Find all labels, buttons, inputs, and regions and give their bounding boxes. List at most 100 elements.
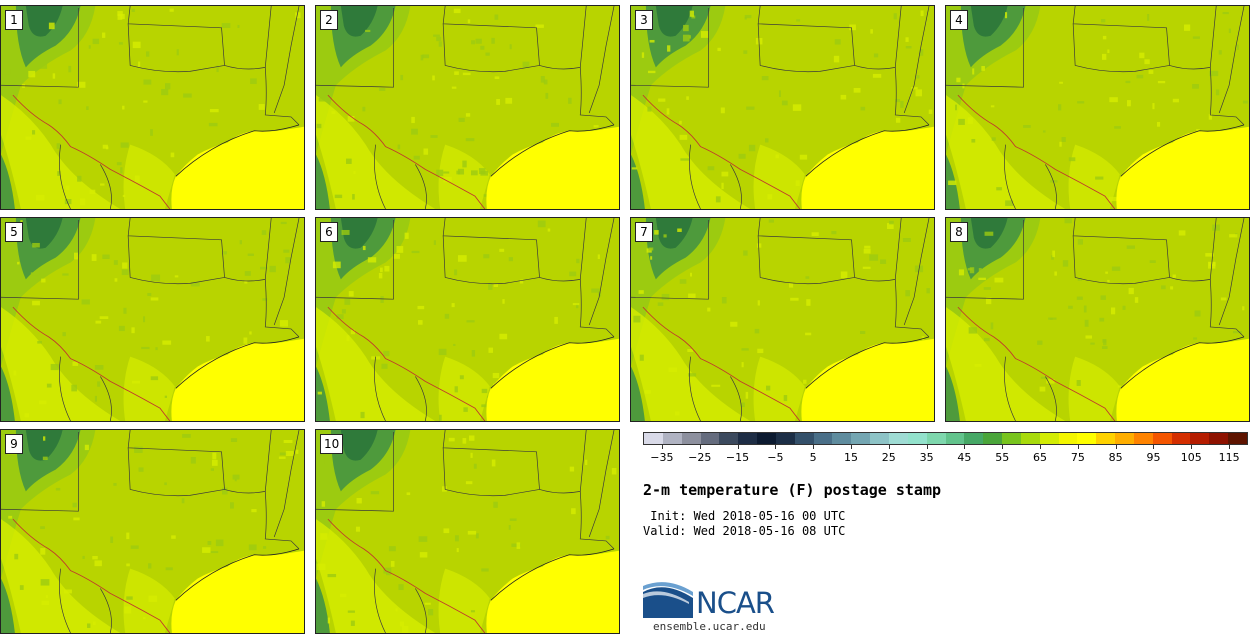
sierra-region bbox=[316, 154, 330, 209]
temperature-speckle bbox=[320, 533, 328, 540]
temperature-speckle bbox=[611, 468, 617, 475]
member-number-label: 6 bbox=[320, 222, 338, 242]
temperature-speckle bbox=[1136, 74, 1144, 79]
valid-time: Valid: Wed 2018-05-16 08 UTC bbox=[643, 524, 846, 538]
temperature-speckle bbox=[887, 223, 894, 229]
temperature-speckle bbox=[448, 437, 455, 442]
temperature-speckle bbox=[1229, 234, 1238, 238]
gulf-of-mexico bbox=[1116, 338, 1249, 421]
temperature-speckle bbox=[316, 563, 326, 571]
temperature-speckle bbox=[229, 502, 234, 509]
temperature-speckle bbox=[765, 138, 769, 143]
temperature-speckle bbox=[983, 337, 990, 342]
temperature-speckle bbox=[348, 291, 354, 297]
state-border bbox=[273, 430, 300, 538]
state-border bbox=[127, 23, 225, 73]
temperature-speckle bbox=[1101, 53, 1107, 60]
temperature-speckle bbox=[147, 292, 152, 297]
temperature-speckle bbox=[873, 53, 879, 58]
temperature-speckle bbox=[900, 100, 904, 108]
coastline bbox=[490, 548, 615, 601]
temperature-speckle bbox=[967, 117, 973, 124]
temperature-speckle bbox=[222, 487, 228, 495]
warm-region bbox=[316, 519, 436, 633]
ensemble-member-panel: 9 bbox=[0, 429, 305, 634]
temperature-speckle bbox=[1046, 379, 1055, 384]
temperature-speckle bbox=[639, 354, 644, 361]
temperature-speckle bbox=[667, 45, 671, 52]
temperature-speckle bbox=[86, 106, 89, 110]
temperature-speckle bbox=[411, 250, 420, 254]
temperature-speckle bbox=[1068, 305, 1073, 309]
state-border bbox=[100, 588, 112, 633]
temperature-speckle bbox=[249, 331, 252, 335]
temperature-speckle bbox=[1084, 319, 1089, 327]
temperature-speckle bbox=[117, 13, 123, 20]
colorbar-tick bbox=[813, 445, 815, 449]
temperature-speckle bbox=[1111, 266, 1121, 271]
temperature-speckle bbox=[316, 123, 322, 129]
member-temperature-map bbox=[631, 6, 934, 209]
temperature-speckle bbox=[171, 535, 176, 539]
temperature-speckle bbox=[40, 548, 46, 555]
temperature-speckle bbox=[383, 350, 390, 357]
temperature-speckle bbox=[1139, 52, 1145, 59]
temperature-speckle bbox=[905, 37, 909, 42]
state-border bbox=[100, 376, 112, 421]
temperature-speckle bbox=[492, 372, 500, 379]
member-temperature-map bbox=[1, 218, 304, 421]
temperature-speckle bbox=[1039, 386, 1046, 392]
temperature-speckle bbox=[491, 37, 495, 44]
temperature-speckle bbox=[89, 189, 96, 195]
temperature-speckle bbox=[401, 626, 409, 633]
temperature-speckle bbox=[792, 104, 802, 111]
temperature-speckle bbox=[339, 593, 347, 598]
temperature-speckle bbox=[740, 402, 745, 408]
warm-region bbox=[123, 144, 175, 209]
temperature-speckle bbox=[540, 76, 545, 83]
temperature-speckle bbox=[14, 553, 19, 560]
temperature-speckle bbox=[212, 459, 218, 466]
temperature-speckle bbox=[63, 589, 72, 594]
warm-region bbox=[1068, 356, 1120, 421]
temperature-speckle bbox=[55, 470, 61, 477]
temperature-speckle bbox=[1134, 297, 1139, 303]
temperature-speckle bbox=[711, 384, 721, 387]
colorbar-tick bbox=[1191, 445, 1193, 449]
temperature-speckle bbox=[146, 51, 150, 57]
temperature-speckle bbox=[397, 144, 401, 150]
temperature-speckle bbox=[1127, 100, 1131, 107]
temperature-speckle bbox=[165, 83, 171, 90]
temperature-speckle bbox=[638, 290, 644, 294]
colorbar-cell bbox=[1209, 433, 1229, 444]
temperature-speckle bbox=[593, 125, 599, 128]
temperature-speckle bbox=[1212, 224, 1220, 231]
temperature-speckle bbox=[247, 253, 254, 256]
temperature-speckle bbox=[1068, 157, 1076, 162]
temperature-speckle bbox=[424, 602, 431, 605]
temperature-speckle bbox=[978, 277, 986, 280]
state-border bbox=[1, 219, 79, 300]
state-border bbox=[1045, 164, 1057, 209]
temperature-speckle bbox=[444, 313, 450, 319]
temperature-speckle bbox=[20, 220, 23, 223]
temperature-speckle bbox=[483, 194, 489, 197]
state-border bbox=[273, 218, 300, 326]
temperature-speckle bbox=[535, 24, 544, 28]
temperature-speckle bbox=[591, 288, 600, 293]
temperature-speckle bbox=[743, 50, 748, 54]
temperature-speckle bbox=[143, 316, 146, 323]
temperature-speckle bbox=[646, 248, 652, 253]
temperature-speckle bbox=[456, 548, 459, 553]
temperature-speckle bbox=[100, 183, 105, 186]
temperature-speckle bbox=[396, 246, 404, 253]
temperature-speckle bbox=[1111, 307, 1116, 315]
temperature-speckle bbox=[94, 395, 97, 402]
temperature-speckle bbox=[471, 40, 476, 45]
temperature-speckle bbox=[688, 35, 692, 39]
colorbar-cell bbox=[644, 433, 663, 444]
temperature-speckle bbox=[1172, 274, 1176, 279]
gulf-of-mexico bbox=[486, 126, 619, 209]
sierra-region bbox=[631, 366, 645, 421]
temperature-speckle bbox=[668, 367, 678, 373]
